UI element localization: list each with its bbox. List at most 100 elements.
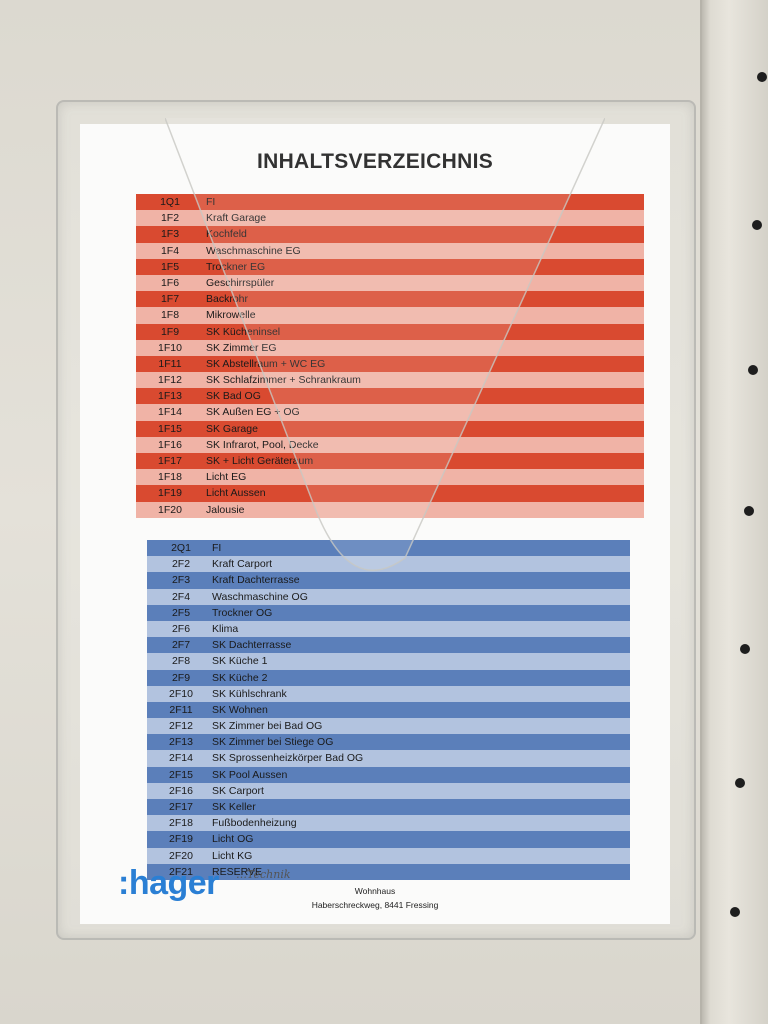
circuit-code: 2F15	[169, 768, 193, 781]
circuit-description: SK Kühlschrank	[212, 687, 287, 700]
circuit-code: 1F4	[160, 244, 180, 257]
rail-hole	[735, 778, 745, 788]
table-row: 2F14 SK Sprossenheizkörper Bad OG	[147, 750, 630, 767]
circuit-description: SK Schlafzimmer + Schrankraum	[206, 374, 361, 387]
circuit-code: 1F3	[160, 228, 180, 241]
table-row: 2F15 SK Pool Aussen	[147, 766, 630, 783]
circuit-code: 2F12	[169, 720, 193, 733]
circuit-description: Geschirrspüler	[206, 276, 275, 289]
table-row: 1F6 Geschirrspüler	[136, 274, 644, 292]
circuit-description: SK Wohnen	[212, 703, 268, 716]
circuit-description: Fußbodenheizung	[212, 817, 297, 830]
circuit-code: 1F20	[158, 503, 182, 516]
circuit-code: 1F8	[160, 309, 180, 322]
table-row: 2Q1 FI	[147, 540, 630, 557]
table-row: 1F15 SK Garage	[136, 420, 644, 437]
rail-hole	[752, 220, 762, 230]
circuit-description: FI	[212, 542, 222, 554]
table-row: 2F6 Klima	[147, 620, 630, 638]
table-row: 1F12 SK Schlafzimmer + Schrankraum	[136, 372, 644, 389]
table-row: 1F17 SK + Licht Geräteraum	[136, 453, 644, 470]
table-row: 2F8 SK Küche 1	[147, 653, 630, 670]
circuit-description: Licht OG	[212, 833, 254, 846]
circuit-description: SK Dachterrasse	[212, 639, 292, 652]
circuit-description: Kraft Garage	[206, 212, 267, 225]
footer: Wohnhaus Haberschreckweg, 8441 Fressing	[80, 884, 670, 912]
circuit-description: SK Sprossenheizkörper Bad OG	[212, 752, 364, 765]
circuit-code: 2Q1	[171, 542, 191, 554]
table-row: 1F8 Mikrowelle	[136, 307, 644, 324]
circuit-description: Backrohr	[206, 293, 249, 306]
table-row: 2F12 SK Zimmer bei Bad OG	[147, 718, 630, 735]
table-row: 1F5 Trockner EG	[136, 258, 644, 275]
footer-line-1: Wohnhaus	[354, 886, 396, 896]
circuit-description: Klima	[212, 622, 239, 635]
hager-logo: :hager	[118, 864, 219, 902]
circuit-description: SK + Licht Geräteraum	[206, 455, 314, 467]
table-row: 1F2 Kraft Garage	[136, 210, 644, 227]
table-row: 1F14 SK Außen EG + OG	[136, 404, 644, 421]
circuit-code: 1Q1	[160, 196, 180, 208]
circuit-code: 1F10	[158, 341, 182, 354]
circuit-code: 2F21	[169, 865, 193, 878]
table-row: 2F13 SK Zimmer bei Stiege OG	[147, 734, 630, 751]
circuit-description: SK Küche 2	[212, 671, 268, 684]
circuit-code: 2F10	[169, 687, 193, 700]
footer-line-2: Haberschreckweg, 8441 Fressing	[311, 900, 439, 910]
circuit-description: Mikrowelle	[206, 309, 256, 322]
table-row: 1F20 Jalousie	[136, 501, 644, 518]
table-row: 2F21 RESERVE	[147, 863, 630, 880]
circuit-description: Waschmaschine OG	[212, 590, 308, 603]
circuit-description: Licht KG	[212, 849, 253, 862]
red-circuit-table: 1Q1 FI 1F2 Kraft Garage 1F3 Kochfeld 1F4 Waschm…	[136, 194, 644, 518]
table-row: 2F4 Waschmaschine OG	[147, 588, 630, 605]
table-row: 2F10 SK Kühlschrank	[147, 685, 630, 702]
table-row: 1F16 SK Infrarot, Pool, Decke	[136, 436, 644, 453]
circuit-code: 2F20	[169, 849, 193, 862]
circuit-code: 2F5	[171, 606, 191, 619]
circuit-description: SK Außen EG + OG	[206, 406, 300, 419]
circuit-code: 2F8	[171, 655, 191, 668]
table-row: 2F7 SK Dachterrasse	[147, 637, 630, 654]
circuit-code: 1F13	[158, 390, 182, 403]
table-row: 1F9 SK Kücheninsel	[136, 323, 644, 340]
sheet-title: INHALTSVERZEICHNIS	[256, 150, 494, 173]
circuit-description: Trockner OG	[212, 606, 273, 619]
table-row: 1F13 SK Bad OG	[136, 388, 644, 405]
table-row: 2F19 Licht OG	[147, 831, 630, 848]
table-row: 2F16 SK Carport	[147, 782, 630, 799]
circuit-description: SK Zimmer bei Stiege OG	[212, 736, 334, 749]
circuit-description: SK Pool Aussen	[212, 768, 288, 781]
circuit-description: FI	[206, 196, 216, 208]
circuit-description: SK Garage	[206, 422, 258, 435]
circuit-description: Trockner EG	[206, 260, 266, 273]
circuit-description: Licht EG	[206, 471, 247, 484]
circuit-description: SK Keller	[212, 801, 256, 813]
circuit-code: 2F14	[169, 752, 193, 765]
circuit-code: 2F6	[171, 622, 191, 635]
circuit-description: SK Zimmer bei Bad OG	[212, 720, 323, 733]
table-row: 2F18 Fußbodenheizung	[147, 815, 630, 832]
table-row: 1F11 SK Abstellraum + WC EG	[136, 355, 644, 373]
circuit-code: 1F6	[160, 276, 180, 289]
cabinet-rail	[700, 0, 768, 1024]
circuit-description: Kochfeld	[206, 228, 247, 241]
table-row: 2F2 Kraft Carport	[147, 556, 630, 573]
circuit-description: Kraft Dachterrasse	[212, 574, 300, 587]
circuit-code: 1F9	[160, 325, 180, 338]
circuit-description: SK Zimmer EG	[206, 341, 277, 354]
circuit-description: SK Bad OG	[206, 390, 261, 403]
rail-hole	[748, 365, 758, 375]
table-row: 2F17 SK Keller	[147, 799, 630, 816]
circuit-description: Licht Aussen	[206, 487, 266, 500]
circuit-description: SK Carport	[212, 784, 264, 797]
table-row: 1Q1 FI	[136, 194, 644, 211]
table-row: 2F5 Trockner OG	[147, 604, 630, 621]
circuit-code: 2F4	[171, 590, 191, 603]
circuit-code: 2F17	[169, 801, 193, 813]
circuit-code: 2F16	[169, 784, 193, 797]
blue-circuit-table: 2Q1 FI 2F2 Kraft Carport 2F3 Kraft Dachterras…	[147, 540, 630, 880]
circuit-code: 1F18	[158, 471, 182, 484]
circuit-code: 2F9	[171, 671, 191, 684]
table-row: 1F7 Backrohr	[136, 291, 644, 308]
